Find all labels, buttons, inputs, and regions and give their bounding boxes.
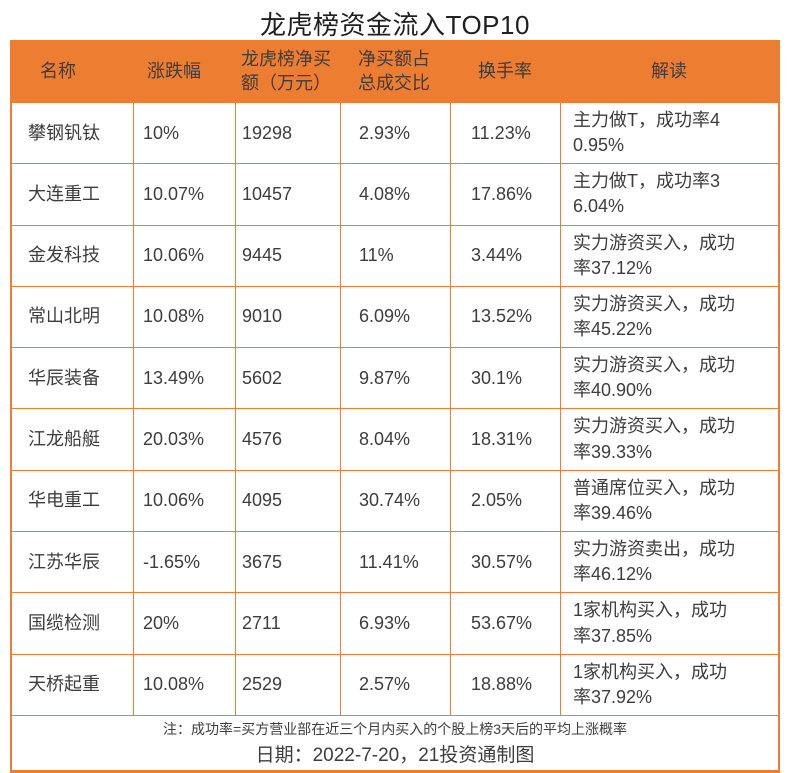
net-buy-ratio-cell: 11.41% <box>340 532 450 593</box>
net-buy-ratio-cell: 4.08% <box>340 164 450 225</box>
table-row: 常山北明 10.08% 9010 6.09% 13.52% 实力游资买入，成功 … <box>12 285 778 348</box>
net-buy-ratio-cell: 2.57% <box>340 654 450 715</box>
change-cell: 10.08% <box>133 286 235 348</box>
stock-name-cell: 华辰装备 <box>28 367 100 388</box>
page-title: 龙虎榜资金流入TOP10 <box>260 10 530 40</box>
turnover-cell: 30.57% <box>450 532 560 593</box>
turnover-cell: 53.67% <box>450 593 560 654</box>
net-buy-cell: 2711 <box>235 593 340 654</box>
stock-name-cell: 江苏华辰 <box>28 551 100 572</box>
turnover-cell: 18.31% <box>450 409 560 470</box>
footnote-text: 注：成功率=买方营业部在近三个月内买入的个股上榜3天后的平均上涨概率 <box>163 720 627 737</box>
net-buy-cell: 19298 <box>235 103 340 164</box>
column-header-net-buy-ratio: 净买额占 总成交比 <box>358 49 430 93</box>
turnover-cell: 11.23% <box>450 103 560 164</box>
table-row: 天桥起重 10.08% 2529 2.57% 18.88% 1家机构买入，成功 … <box>12 653 778 715</box>
change-cell: 20.03% <box>133 409 235 470</box>
net-buy-cell: 10457 <box>235 164 340 225</box>
column-header-name: 名称 <box>40 61 76 82</box>
stock-name-cell: 攀钢钒钛 <box>28 122 100 143</box>
interpretation-cell: 1家机构买入，成功 率37.92% <box>560 654 778 715</box>
top10-table: 名称 涨跌幅 龙虎榜净买 额（万元） 净买额占 总成交比 换手率 解读 攀钢钒钛… <box>10 40 780 773</box>
change-cell: -1.65% <box>133 532 235 593</box>
turnover-cell: 2.05% <box>450 470 560 532</box>
change-cell: 10% <box>133 103 235 164</box>
table-row: 大连重工 10.07% 10457 4.08% 17.86% 主力做T，成功率3… <box>12 163 778 225</box>
interpretation-cell: 主力做T，成功率4 0.95% <box>560 103 778 164</box>
interpretation-cell: 主力做T，成功率3 6.04% <box>560 164 778 225</box>
interpretation-cell: 实力游资买入，成功 率40.90% <box>560 348 778 409</box>
change-cell: 10.06% <box>133 470 235 532</box>
net-buy-cell: 4095 <box>235 470 340 532</box>
table-row: 江龙船艇 20.03% 4576 8.04% 18.31% 实力游资买入，成功 … <box>12 408 778 470</box>
stock-name-cell: 国缆检测 <box>28 612 100 633</box>
stock-name-cell: 华电重工 <box>28 490 100 511</box>
interpretation-cell: 普通席位买入，成功 率39.46% <box>560 470 778 532</box>
table-footer: 注：成功率=买方营业部在近三个月内买入的个股上榜3天后的平均上涨概率 日期：20… <box>12 714 778 770</box>
net-buy-ratio-cell: 9.87% <box>340 348 450 409</box>
change-cell: 10.07% <box>133 164 235 225</box>
turnover-cell: 30.1% <box>450 348 560 409</box>
stock-name-cell: 常山北明 <box>28 306 100 327</box>
turnover-cell: 17.86% <box>450 164 560 225</box>
stock-name-cell: 金发科技 <box>28 245 100 266</box>
net-buy-cell: 9010 <box>235 286 340 348</box>
net-buy-cell: 5602 <box>235 348 340 409</box>
net-buy-cell: 9445 <box>235 225 340 286</box>
column-header-net-buy: 龙虎榜净买 额（万元） <box>241 49 331 93</box>
table-header-row: 名称 涨跌幅 龙虎榜净买 额（万元） 净买额占 总成交比 换手率 解读 <box>12 42 778 102</box>
change-cell: 13.49% <box>133 348 235 409</box>
net-buy-cell: 3675 <box>235 532 340 593</box>
turnover-cell: 18.88% <box>450 654 560 715</box>
interpretation-cell: 实力游资卖出，成功 率46.12% <box>560 532 778 593</box>
net-buy-ratio-cell: 6.93% <box>340 593 450 654</box>
stock-name-cell: 江龙船艇 <box>28 429 100 450</box>
stock-name-cell: 天桥起重 <box>28 674 100 695</box>
column-header-change: 涨跌幅 <box>147 61 201 82</box>
turnover-cell: 13.52% <box>450 286 560 348</box>
interpretation-cell: 实力游资买入，成功 率37.12% <box>560 225 778 286</box>
table-row: 华电重工 10.06% 4095 30.74% 2.05% 普通席位买入，成功 … <box>12 469 778 532</box>
net-buy-ratio-cell: 8.04% <box>340 409 450 470</box>
change-cell: 10.06% <box>133 225 235 286</box>
net-buy-cell: 4576 <box>235 409 340 470</box>
table-row: 华辰装备 13.49% 5602 9.87% 30.1% 实力游资买入，成功 率… <box>12 347 778 409</box>
net-buy-ratio-cell: 30.74% <box>340 470 450 532</box>
table-row: 金发科技 10.06% 9445 11% 3.44% 实力游资买入，成功 率37… <box>12 224 778 286</box>
date-line: 日期：2022-7-20，21投资通制图 <box>255 744 535 766</box>
turnover-cell: 3.44% <box>450 225 560 286</box>
stock-name-cell: 大连重工 <box>28 183 100 204</box>
table-row: 攀钢钒钛 10% 19298 2.93% 11.23% 主力做T，成功率4 0.… <box>12 102 778 164</box>
column-header-interpretation: 解读 <box>651 61 687 82</box>
interpretation-cell: 实力游资买入，成功 率39.33% <box>560 409 778 470</box>
net-buy-cell: 2529 <box>235 654 340 715</box>
net-buy-ratio-cell: 2.93% <box>340 103 450 164</box>
interpretation-cell: 实力游资买入，成功 率45.22% <box>560 286 778 348</box>
column-header-turnover: 换手率 <box>478 61 532 82</box>
change-cell: 10.08% <box>133 654 235 715</box>
table-row: 国缆检测 20% 2711 6.93% 53.67% 1家机构买入，成功 率37… <box>12 592 778 654</box>
net-buy-ratio-cell: 11% <box>340 225 450 286</box>
interpretation-cell: 1家机构买入，成功 率37.85% <box>560 593 778 654</box>
net-buy-ratio-cell: 6.09% <box>340 286 450 348</box>
table-row: 江苏华辰 -1.65% 3675 11.41% 30.57% 实力游资卖出，成功… <box>12 531 778 593</box>
change-cell: 20% <box>133 593 235 654</box>
